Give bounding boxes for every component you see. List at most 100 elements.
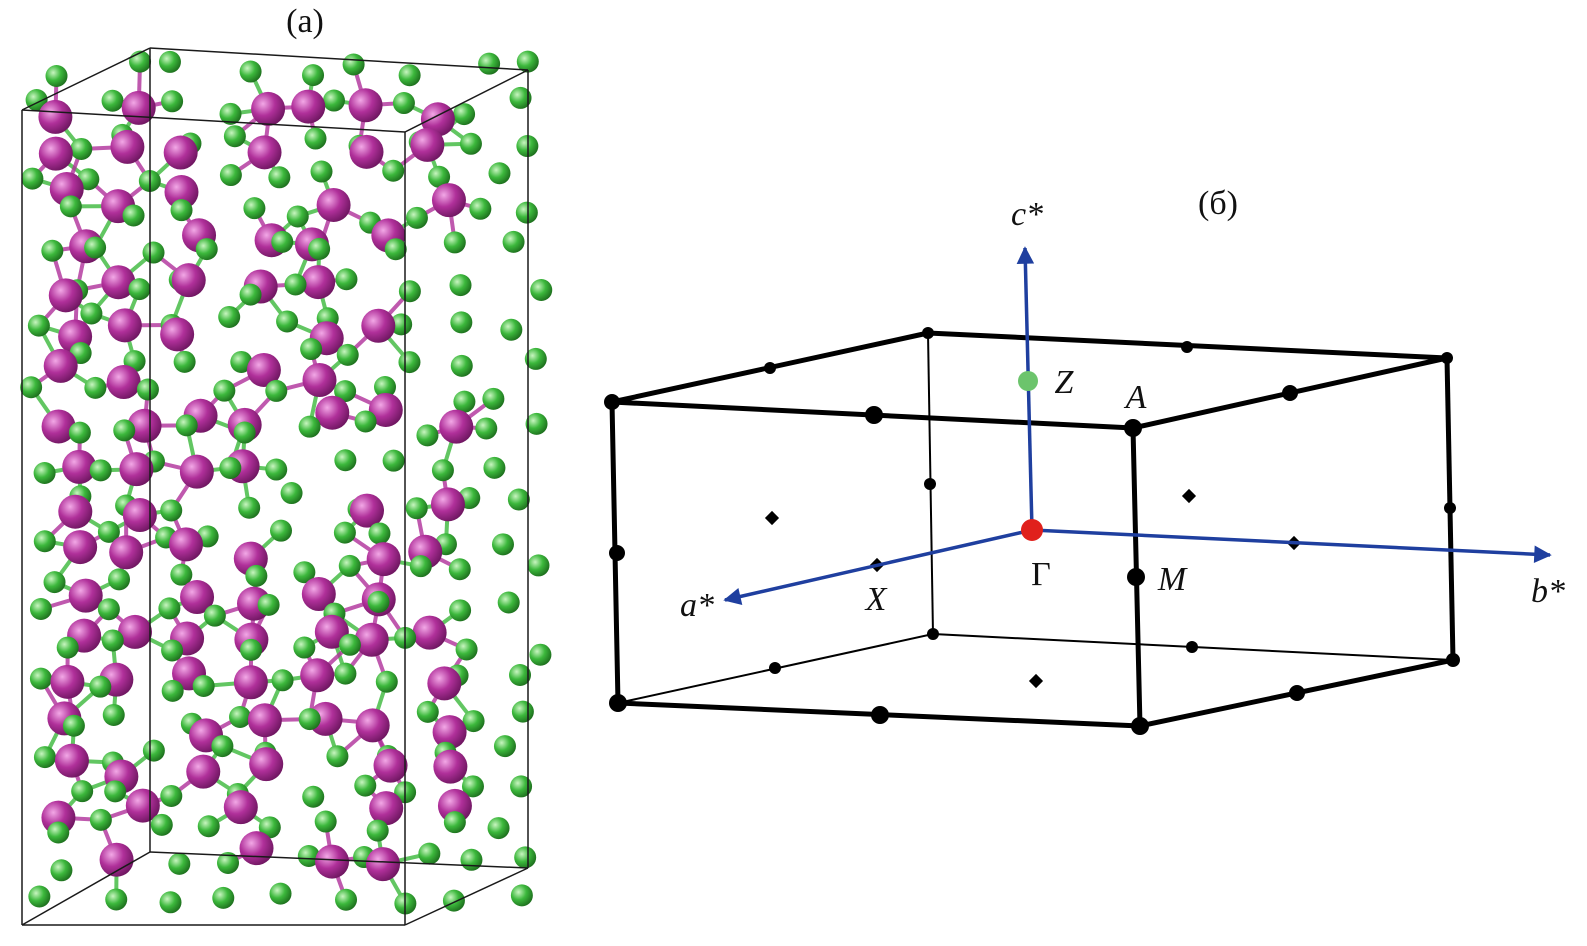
vertex-and-edge-points — [604, 327, 1460, 735]
small-atom — [336, 343, 359, 366]
small-atom — [302, 64, 325, 87]
small-atom — [335, 268, 358, 291]
small-atom — [342, 53, 365, 76]
small-atom — [409, 555, 432, 578]
small-atom — [455, 638, 478, 661]
small-atom — [510, 884, 533, 907]
small-atom — [375, 670, 398, 693]
small-atom — [102, 703, 125, 726]
large-atom — [163, 135, 198, 170]
small-atom — [223, 125, 246, 148]
large-atom — [58, 494, 93, 529]
small-atom — [160, 499, 183, 522]
small-atom — [101, 89, 124, 112]
small-atom — [442, 889, 465, 912]
small-atom — [333, 521, 356, 544]
small-atom — [449, 274, 472, 297]
large-atom — [223, 790, 258, 825]
small-atom — [334, 380, 357, 403]
small-atom — [29, 667, 52, 690]
small-atom — [161, 639, 184, 662]
small-atom — [525, 412, 548, 435]
large-atom — [63, 530, 98, 565]
small-atom — [298, 708, 321, 731]
large-atom — [119, 452, 154, 487]
large-atom — [369, 791, 404, 826]
small-atom — [159, 891, 182, 914]
zone-thin-edges — [617, 332, 1454, 704]
large-atom — [354, 622, 389, 657]
small-atom — [398, 351, 421, 374]
small-atom — [33, 530, 56, 553]
large-atom — [125, 788, 160, 823]
large-atom — [180, 580, 215, 615]
small-atom — [293, 561, 316, 584]
small-atom — [516, 50, 539, 73]
small-atom — [500, 318, 523, 341]
small-atom — [298, 415, 321, 438]
small-atom — [530, 279, 553, 302]
small-atom — [286, 205, 309, 228]
small-atom — [229, 705, 252, 728]
large-atom — [355, 708, 390, 743]
small-atom — [527, 554, 550, 577]
small-atom — [529, 643, 552, 666]
small-atom — [122, 204, 145, 227]
small-atom — [271, 230, 294, 253]
large-atom — [437, 788, 472, 823]
small-atom — [334, 449, 357, 472]
small-atom — [302, 785, 325, 808]
small-atom — [104, 780, 127, 803]
large-atom — [431, 183, 466, 218]
small-atom — [448, 558, 471, 581]
large-atom — [179, 454, 214, 489]
large-atom — [249, 747, 284, 782]
small-atom — [431, 459, 454, 482]
large-atom — [41, 409, 76, 444]
large-atom — [251, 91, 286, 126]
large-atom — [50, 664, 85, 699]
small-atom — [449, 599, 472, 622]
small-atom — [507, 488, 530, 511]
small-atom — [192, 675, 215, 698]
small-atom — [269, 882, 292, 905]
small-atom — [62, 714, 85, 737]
x-label: X — [864, 581, 888, 618]
large-atom — [233, 665, 268, 700]
small-atom — [469, 197, 492, 220]
z-point — [1018, 371, 1038, 391]
large-atom — [348, 88, 383, 123]
small-atom — [219, 164, 242, 187]
large-atom — [366, 542, 401, 577]
small-atom — [510, 775, 533, 798]
small-atom — [230, 350, 253, 373]
large-atom — [349, 134, 384, 169]
small-atom — [197, 815, 220, 838]
small-atom — [97, 598, 120, 621]
small-atom — [33, 746, 56, 769]
small-atom — [322, 89, 345, 112]
large-atom — [168, 527, 203, 562]
large-atom — [439, 409, 474, 444]
small-atom — [509, 663, 532, 686]
gamma-point — [1021, 519, 1043, 541]
small-atom — [170, 563, 193, 586]
small-atom — [268, 166, 291, 189]
small-atom — [366, 819, 389, 842]
large-atom — [43, 348, 78, 383]
z-label: Z — [1055, 364, 1075, 401]
small-atom — [502, 230, 525, 253]
small-atom — [509, 86, 532, 109]
large-atom — [361, 308, 396, 343]
small-atom — [459, 132, 482, 155]
small-atom — [280, 482, 303, 505]
unit-cell-box — [21, 47, 529, 926]
small-atom — [487, 817, 510, 840]
small-atom — [483, 456, 506, 479]
large-atom — [62, 449, 97, 484]
small-atom — [108, 568, 131, 591]
b-star-label: b* — [1531, 573, 1565, 610]
large-atom — [412, 615, 447, 650]
large-atom — [106, 364, 141, 399]
c-star-label: c* — [1011, 196, 1043, 233]
